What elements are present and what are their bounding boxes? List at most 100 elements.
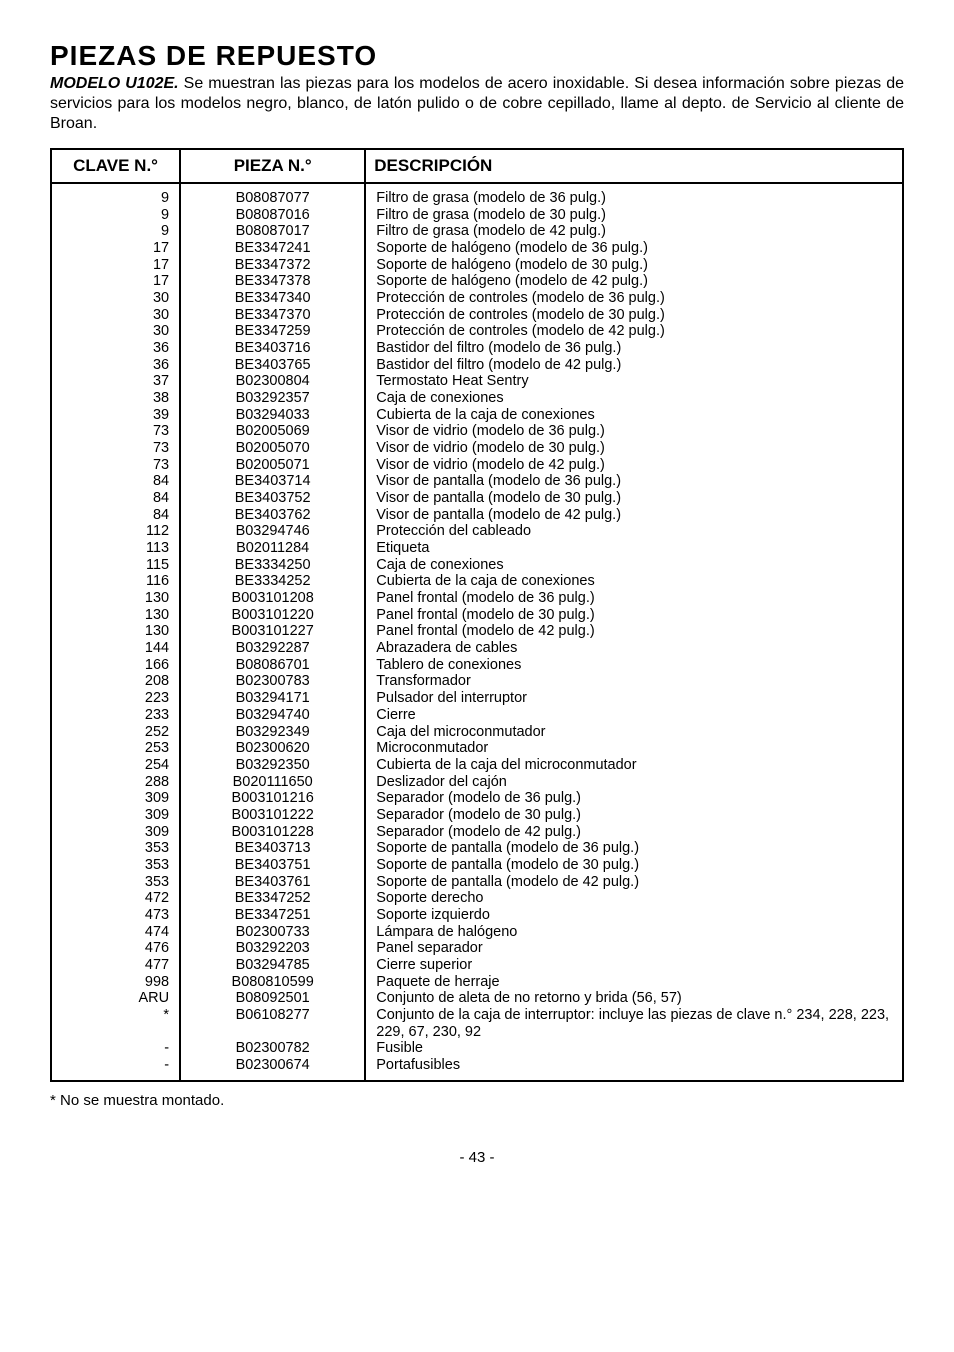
cell-desc: Caja de conexiones (365, 557, 903, 574)
cell-desc: Protección del cableado (365, 523, 903, 540)
cell-pieza: BE3334250 (180, 557, 365, 574)
cell-clave: 84 (51, 507, 180, 524)
cell-pieza: BE3403714 (180, 473, 365, 490)
cell-desc: Termostato Heat Sentry (365, 373, 903, 390)
cell-clave: * (51, 1007, 180, 1040)
cell-desc: Cierre superior (365, 957, 903, 974)
cell-clave: 113 (51, 540, 180, 557)
cell-desc: Conjunto de aleta de no retorno y brida … (365, 990, 903, 1007)
footnote: * No se muestra montado. (50, 1092, 904, 1109)
cell-clave: 30 (51, 323, 180, 340)
cell-desc: Soporte izquierdo (365, 907, 903, 924)
cell-desc: Lámpara de halógeno (365, 924, 903, 941)
cell-clave: 208 (51, 673, 180, 690)
cell-clave: 476 (51, 940, 180, 957)
cell-clave: 477 (51, 957, 180, 974)
cell-desc: Cubierta de la caja del microconmutador (365, 757, 903, 774)
cell-pieza: B03292287 (180, 640, 365, 657)
table-row: 353BE3403751Soporte de pantalla (modelo … (51, 857, 903, 874)
cell-pieza: B02300733 (180, 924, 365, 941)
intro-paragraph: MODELO U102E. Se muestran las piezas par… (50, 74, 904, 134)
cell-desc: Fusible (365, 1040, 903, 1057)
table-row: 84BE3403752Visor de pantalla (modelo de … (51, 490, 903, 507)
cell-desc: Etiqueta (365, 540, 903, 557)
cell-desc: Separador (modelo de 42 pulg.) (365, 824, 903, 841)
cell-pieza: BE3403713 (180, 840, 365, 857)
table-row: 9B08087016Filtro de grasa (modelo de 30 … (51, 207, 903, 224)
cell-desc: Conjunto de la caja de interruptor: incl… (365, 1007, 903, 1040)
table-row: 84BE3403762Visor de pantalla (modelo de … (51, 507, 903, 524)
cell-pieza: BE3334252 (180, 573, 365, 590)
header-clave: CLAVE N.° (51, 149, 180, 183)
cell-clave: 73 (51, 440, 180, 457)
table-row: 309B003101216Separador (modelo de 36 pul… (51, 790, 903, 807)
cell-desc: Separador (modelo de 36 pulg.) (365, 790, 903, 807)
table-row: 37B02300804Termostato Heat Sentry (51, 373, 903, 390)
cell-pieza: B003101208 (180, 590, 365, 607)
model-label: MODELO U102E. (50, 75, 179, 92)
table-row: 38B03292357Caja de conexiones (51, 390, 903, 407)
cell-clave: 39 (51, 407, 180, 424)
cell-pieza: BE3347378 (180, 273, 365, 290)
table-row: 84BE3403714Visor de pantalla (modelo de … (51, 473, 903, 490)
header-desc: DESCRIPCIÓN (365, 149, 903, 183)
table-header-row: CLAVE N.° PIEZA N.° DESCRIPCIÓN (51, 149, 903, 183)
cell-desc: Filtro de grasa (modelo de 30 pulg.) (365, 207, 903, 224)
cell-pieza: B003101227 (180, 623, 365, 640)
table-row: 144B03292287Abrazadera de cables (51, 640, 903, 657)
cell-pieza: B020111650 (180, 774, 365, 791)
cell-pieza: B03294171 (180, 690, 365, 707)
cell-clave: 84 (51, 490, 180, 507)
cell-pieza: B03294746 (180, 523, 365, 540)
cell-clave: 9 (51, 223, 180, 240)
cell-pieza: B03294740 (180, 707, 365, 724)
cell-desc: Visor de vidrio (modelo de 42 pulg.) (365, 457, 903, 474)
table-row: ARUB08092501Conjunto de aleta de no reto… (51, 990, 903, 1007)
table-row: 30BE3347370Protección de controles (mode… (51, 307, 903, 324)
cell-desc: Portafusibles (365, 1057, 903, 1074)
cell-pieza: B02300804 (180, 373, 365, 390)
table-row: 73B02005070Visor de vidrio (modelo de 30… (51, 440, 903, 457)
cell-desc: Visor de vidrio (modelo de 30 pulg.) (365, 440, 903, 457)
cell-desc: Visor de vidrio (modelo de 36 pulg.) (365, 423, 903, 440)
cell-desc: Soporte de halógeno (modelo de 36 pulg.) (365, 240, 903, 257)
table-row: 130B003101220Panel frontal (modelo de 30… (51, 607, 903, 624)
table-row: 309B003101228Separador (modelo de 42 pul… (51, 824, 903, 841)
cell-pieza: B02005069 (180, 423, 365, 440)
cell-clave: 130 (51, 623, 180, 640)
table-row: 112B03294746Protección del cableado (51, 523, 903, 540)
cell-clave: 115 (51, 557, 180, 574)
cell-desc: Visor de pantalla (modelo de 36 pulg.) (365, 473, 903, 490)
cell-desc: Protección de controles (modelo de 36 pu… (365, 290, 903, 307)
cell-desc: Protección de controles (modelo de 30 pu… (365, 307, 903, 324)
cell-clave: 73 (51, 423, 180, 440)
cell-clave: 9 (51, 190, 180, 207)
page-title: PIEZAS DE REPUESTO (50, 40, 904, 72)
table-row: 17BE3347378Soporte de halógeno (modelo d… (51, 273, 903, 290)
cell-clave: 73 (51, 457, 180, 474)
table-row: 223B03294171Pulsador del interruptor (51, 690, 903, 707)
cell-pieza: B06108277 (180, 1007, 365, 1040)
cell-desc: Soporte de pantalla (modelo de 30 pulg.) (365, 857, 903, 874)
cell-pieza: B080810599 (180, 974, 365, 991)
intro-text: Se muestran las piezas para los modelos … (50, 75, 904, 132)
cell-desc: Soporte de halógeno (modelo de 30 pulg.) (365, 257, 903, 274)
table-row: 17BE3347241Soporte de halógeno (modelo d… (51, 240, 903, 257)
cell-pieza: B08086701 (180, 657, 365, 674)
cell-pieza: B02005070 (180, 440, 365, 457)
cell-desc: Microconmutador (365, 740, 903, 757)
cell-pieza: BE3347259 (180, 323, 365, 340)
cell-clave: 309 (51, 824, 180, 841)
table-row: 39B03294033Cubierta de la caja de conexi… (51, 407, 903, 424)
table-row: 253B02300620Microconmutador (51, 740, 903, 757)
cell-clave: - (51, 1057, 180, 1074)
cell-clave: 130 (51, 590, 180, 607)
table-row: 353BE3403761Soporte de pantalla (modelo … (51, 874, 903, 891)
page-number: - 43 - (50, 1149, 904, 1166)
cell-pieza: B03292349 (180, 724, 365, 741)
cell-clave: ARU (51, 990, 180, 1007)
cell-desc: Visor de pantalla (modelo de 30 pulg.) (365, 490, 903, 507)
cell-clave: 309 (51, 790, 180, 807)
cell-desc: Cubierta de la caja de conexiones (365, 407, 903, 424)
cell-clave: 353 (51, 840, 180, 857)
